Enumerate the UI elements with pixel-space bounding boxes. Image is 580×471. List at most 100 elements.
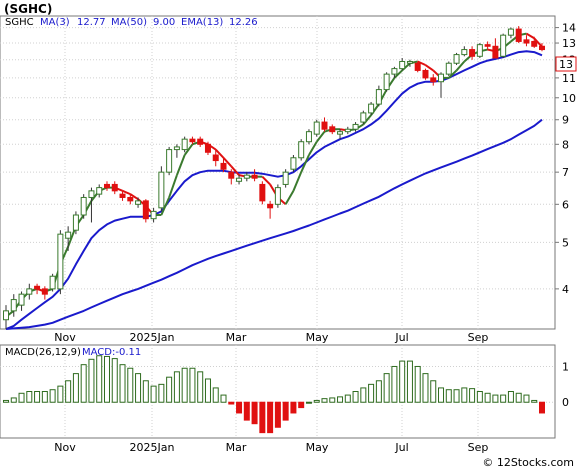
macd-bar [344, 394, 351, 403]
candle [484, 41, 491, 50]
ma3-segment [261, 175, 271, 186]
candle-body [445, 62, 452, 75]
candle [212, 149, 219, 167]
macd-bar [391, 365, 398, 403]
ma3-segment [292, 171, 303, 192]
candle [399, 58, 406, 71]
candle [158, 166, 165, 212]
ma3-segment [222, 157, 233, 167]
macd-bar [352, 391, 359, 403]
candle [57, 230, 64, 295]
ma3-segment [168, 174, 178, 198]
candle-body [414, 62, 421, 71]
candle-body [57, 233, 64, 290]
macd-bar [49, 389, 56, 403]
candle-body [88, 190, 95, 198]
macd-bar [298, 401, 305, 409]
candle-body [438, 73, 445, 83]
candle [197, 136, 204, 147]
candle [26, 283, 33, 300]
candle [375, 85, 382, 107]
legend-symbol: SGHC [5, 17, 34, 28]
candle-body [80, 196, 87, 216]
candle [173, 144, 180, 158]
candle-body [298, 141, 305, 159]
candle-body [368, 103, 375, 114]
candle [72, 211, 79, 235]
macd-bar [3, 399, 9, 403]
candle [383, 72, 390, 92]
candle [305, 129, 312, 145]
candle-body [360, 112, 367, 123]
candle [313, 119, 320, 137]
macd-bar [88, 358, 95, 403]
candle-body [492, 45, 499, 59]
candle-body [422, 69, 429, 79]
price-y-tick-label: 11 [562, 72, 576, 85]
macd-bar [531, 399, 538, 403]
ma50-line [5, 118, 543, 330]
macd-bar [430, 380, 437, 403]
macd-bar [135, 373, 142, 403]
price-y-tick-label: 10 [562, 92, 576, 105]
candle [368, 101, 375, 116]
ma3-segment [183, 143, 194, 156]
macd-bar [111, 358, 118, 403]
legend-ma50-label: MA(50) [111, 17, 147, 28]
macd-panel: 10 MACD(26,12,9) MACD:-0.11 [0, 344, 569, 439]
macd-y-axis: 10 [562, 360, 569, 409]
candle [445, 61, 452, 77]
macd-bar [189, 367, 196, 403]
price-x-tick-label: 2025Jan [130, 331, 175, 344]
legend-ma50-value: 9.00 [153, 17, 175, 28]
macd-bar [539, 401, 545, 414]
candle-body [197, 138, 204, 145]
candle [103, 181, 110, 191]
macd-bar [103, 355, 110, 403]
candle-body [515, 28, 522, 42]
candle-body [166, 149, 173, 173]
candle-body [430, 77, 437, 83]
ma3-segment [417, 60, 426, 66]
candle [360, 110, 367, 125]
candle-body [96, 187, 103, 195]
candle [111, 181, 118, 195]
macd-bar [204, 378, 211, 403]
candle-body [158, 171, 165, 209]
candle [189, 136, 196, 145]
price-y-tick-label: 14 [562, 22, 576, 35]
candle-body [274, 187, 281, 205]
ma3-segment [122, 189, 131, 196]
candle [220, 157, 227, 173]
macd-bar [274, 401, 281, 428]
candle [476, 43, 483, 59]
candle [422, 68, 429, 80]
candle-body [10, 299, 17, 312]
macd-y-tick-label: 0 [562, 396, 569, 409]
macd-bar [72, 373, 79, 403]
candle-body [282, 171, 289, 185]
macd-bar [96, 355, 103, 403]
candle [181, 136, 188, 153]
ma3-segment [230, 165, 240, 176]
macd-bar [34, 391, 41, 403]
candle-body [484, 44, 491, 47]
macd-bar [500, 394, 507, 403]
candle-body [267, 203, 274, 209]
legend-ma3-value: 12.77 [77, 17, 106, 28]
candle [523, 35, 530, 47]
candle [119, 190, 126, 201]
macd-bar [220, 394, 227, 403]
candle-body [103, 183, 110, 189]
macd-x-tick-label: 2025Jan [130, 441, 175, 454]
macd-histogram [3, 355, 545, 434]
price-x-tick-label: May [306, 331, 329, 344]
price-y-tick-label: 6 [562, 198, 569, 211]
candle-body [41, 288, 48, 295]
candle [391, 66, 398, 78]
price-legend: SGHC MA(3) 12.77 MA(50) 9.00 EMA(13) 12.… [5, 17, 258, 28]
candle [150, 207, 157, 223]
macd-bar [282, 401, 289, 421]
ma3-segment [215, 148, 225, 159]
macd-bar [445, 389, 452, 403]
